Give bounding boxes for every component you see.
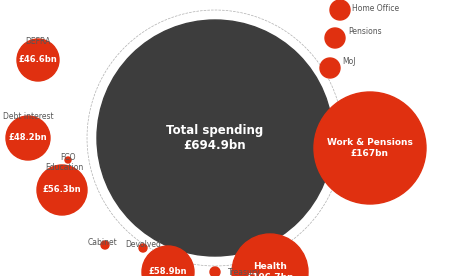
Circle shape <box>101 241 109 249</box>
Text: FCO: FCO <box>60 153 76 162</box>
Text: £56.3bn: £56.3bn <box>43 185 81 195</box>
Text: Pensions: Pensions <box>347 27 381 36</box>
Text: £58.9bn: £58.9bn <box>148 267 187 276</box>
Text: Treasury: Treasury <box>228 268 260 276</box>
Circle shape <box>17 39 59 81</box>
Text: Health
£106.7bn: Health £106.7bn <box>246 262 293 276</box>
Circle shape <box>231 234 308 276</box>
Circle shape <box>97 20 332 256</box>
Text: Debt interest: Debt interest <box>3 112 53 121</box>
Text: DEFRA: DEFRA <box>25 37 50 46</box>
Text: Work & Pensions
£167bn: Work & Pensions £167bn <box>326 138 412 158</box>
Circle shape <box>329 0 349 20</box>
Circle shape <box>313 92 425 204</box>
Text: Education: Education <box>45 163 83 172</box>
Text: Total spending
£694.9bn: Total spending £694.9bn <box>166 124 263 152</box>
Circle shape <box>139 244 147 252</box>
Text: Cabinet: Cabinet <box>88 238 118 247</box>
Text: £48.2bn: £48.2bn <box>9 134 47 142</box>
Circle shape <box>210 267 219 276</box>
Text: £46.6bn: £46.6bn <box>18 55 57 65</box>
Circle shape <box>142 246 194 276</box>
Circle shape <box>37 165 87 215</box>
Circle shape <box>325 28 344 48</box>
Circle shape <box>319 58 339 78</box>
Text: Devolved: Devolved <box>125 240 161 249</box>
Text: Home Office: Home Office <box>351 4 398 13</box>
Circle shape <box>6 116 50 160</box>
Circle shape <box>65 157 71 163</box>
Text: MoJ: MoJ <box>341 57 355 66</box>
